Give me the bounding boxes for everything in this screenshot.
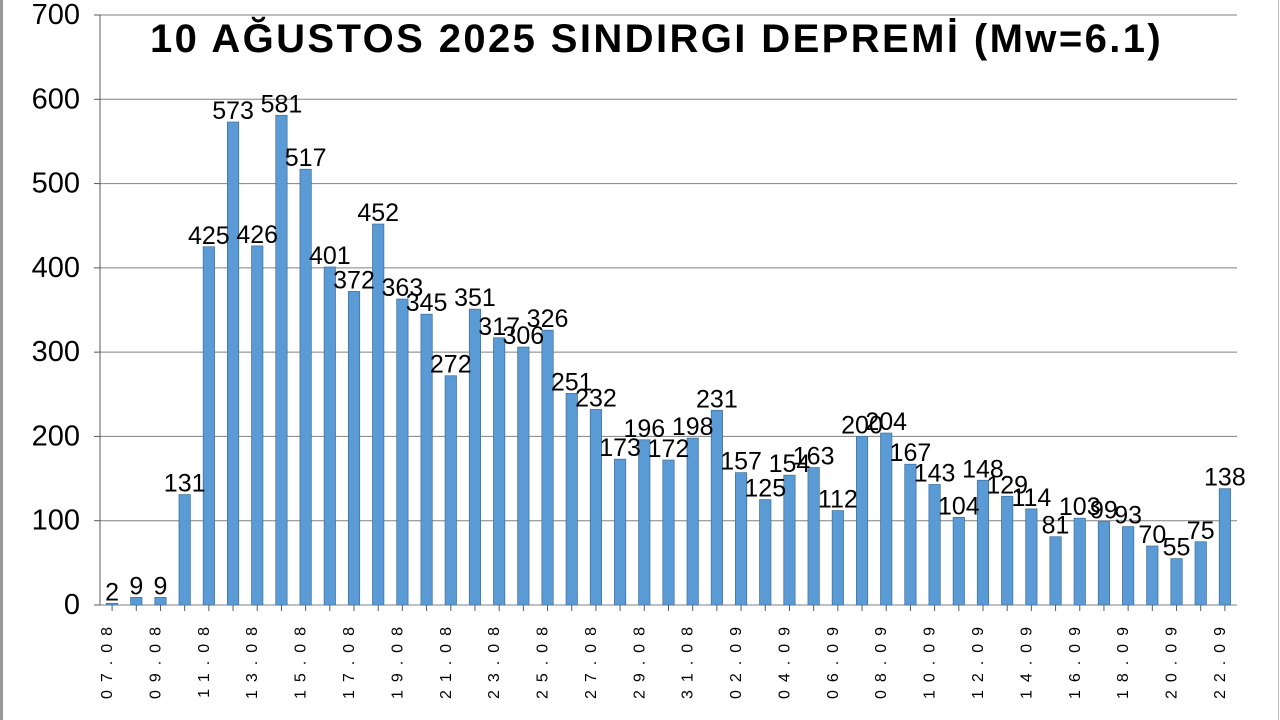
svg-text:2: 2 — [105, 578, 119, 606]
svg-text:02.09: 02.09 — [728, 619, 745, 699]
svg-text:0: 0 — [64, 589, 80, 621]
svg-text:08.09: 08.09 — [873, 619, 890, 699]
svg-text:22.09: 22.09 — [1212, 619, 1229, 699]
svg-text:425: 425 — [188, 222, 230, 250]
svg-text:14.09: 14.09 — [1018, 619, 1035, 699]
svg-text:200: 200 — [32, 420, 80, 452]
svg-text:04.09: 04.09 — [776, 619, 793, 699]
svg-text:232: 232 — [575, 384, 617, 412]
svg-text:18.09: 18.09 — [1115, 619, 1132, 699]
svg-text:125: 125 — [744, 475, 786, 503]
svg-text:11.08: 11.08 — [196, 619, 213, 698]
svg-text:500: 500 — [32, 168, 80, 200]
svg-text:581: 581 — [261, 90, 303, 118]
svg-text:157: 157 — [720, 448, 762, 476]
svg-text:198: 198 — [672, 413, 714, 441]
svg-text:573: 573 — [212, 97, 254, 125]
svg-text:143: 143 — [914, 459, 956, 487]
svg-text:131: 131 — [164, 470, 206, 498]
svg-text:272: 272 — [430, 351, 472, 379]
svg-text:06.09: 06.09 — [825, 619, 842, 699]
svg-text:19.08: 19.08 — [389, 619, 406, 699]
svg-text:07.08: 07.08 — [99, 619, 116, 699]
svg-text:231: 231 — [696, 385, 738, 413]
svg-text:326: 326 — [527, 305, 569, 333]
svg-text:13.08: 13.08 — [244, 619, 261, 699]
svg-text:300: 300 — [32, 336, 80, 368]
svg-text:25.08: 25.08 — [535, 619, 552, 699]
svg-text:20.09: 20.09 — [1164, 619, 1181, 699]
svg-text:17.08: 17.08 — [341, 619, 358, 699]
svg-text:27.08: 27.08 — [583, 619, 600, 699]
svg-text:10.09: 10.09 — [922, 619, 939, 699]
svg-text:100: 100 — [32, 505, 80, 537]
svg-text:31.08: 31.08 — [680, 619, 697, 699]
svg-text:700: 700 — [32, 0, 80, 31]
svg-text:138: 138 — [1204, 464, 1246, 492]
svg-text:9: 9 — [129, 572, 143, 600]
svg-text:517: 517 — [285, 144, 327, 172]
svg-text:400: 400 — [32, 252, 80, 284]
svg-text:351: 351 — [454, 284, 496, 312]
svg-text:9: 9 — [154, 572, 168, 600]
svg-text:15.08: 15.08 — [293, 619, 310, 699]
svg-text:29.08: 29.08 — [631, 619, 648, 699]
svg-text:600: 600 — [32, 83, 80, 115]
svg-text:75: 75 — [1187, 517, 1215, 545]
svg-text:23.08: 23.08 — [486, 619, 503, 699]
svg-text:345: 345 — [406, 289, 448, 317]
svg-text:452: 452 — [357, 199, 399, 227]
svg-text:114: 114 — [1011, 484, 1051, 512]
svg-text:21.08: 21.08 — [438, 619, 455, 699]
svg-text:372: 372 — [333, 266, 375, 294]
svg-text:204: 204 — [865, 408, 907, 436]
svg-text:163: 163 — [793, 443, 835, 471]
svg-text:112: 112 — [818, 486, 858, 514]
svg-text:426: 426 — [236, 221, 278, 249]
svg-text:12.09: 12.09 — [970, 619, 987, 699]
svg-text:104: 104 — [938, 492, 980, 520]
svg-text:09.08: 09.08 — [147, 619, 164, 699]
svg-text:16.09: 16.09 — [1067, 619, 1084, 699]
